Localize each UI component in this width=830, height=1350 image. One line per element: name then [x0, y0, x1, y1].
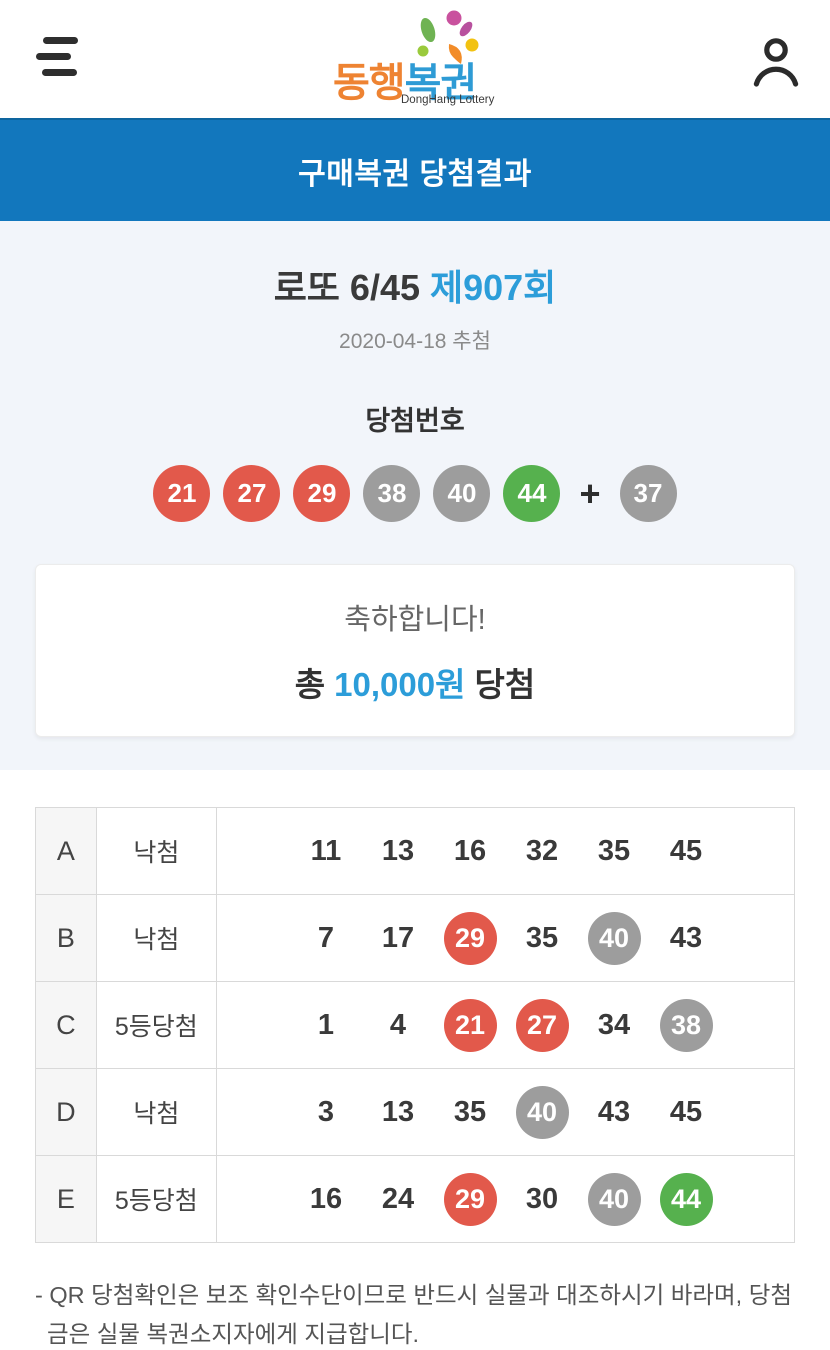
user-profile-icon[interactable]	[750, 34, 802, 88]
congrats-message: 축하합니다!	[344, 603, 486, 636]
winning-numbers-label: 당첨번호	[365, 406, 465, 436]
ticket-number: 11	[310, 834, 342, 867]
qr-disclaimer-note: - QR 당첨확인은 보조 확인수단이므로 반드시 실물과 대조하시기 바라며,…	[35, 1282, 792, 1347]
ticket-number: 45	[669, 1095, 703, 1128]
ticket-number: 13	[381, 834, 415, 867]
bonus-ball: 37	[619, 465, 677, 522]
lotto-ball: 27	[223, 465, 281, 522]
ticket-row: D 낙첨 3 13 35 40 43 45	[35, 1068, 795, 1156]
ticket-row: A 낙첨 11 13 16 32 35 45	[35, 807, 795, 895]
prize-suffix: 당첨	[474, 665, 536, 703]
ticket-number: 13	[381, 1095, 415, 1128]
logo-text: 동행복권	[333, 61, 477, 105]
ticket-number: 35	[453, 1095, 487, 1128]
hamburger-menu-icon[interactable]	[36, 37, 78, 79]
page-title-banner: 구매복권 당첨결과	[0, 118, 830, 221]
game-name: 로또 6/45	[273, 267, 420, 308]
draw-date: 2020-04-18 추첨	[339, 330, 491, 353]
logo-mark-icon	[417, 10, 479, 64]
ticket-label: E	[35, 1155, 97, 1243]
ticket-number: 35	[597, 834, 631, 867]
ticket-number: 4	[389, 1008, 407, 1041]
prize-summary-card: 축하합니다! 총 10,000원 당첨	[35, 564, 795, 737]
ticket-number: 43	[669, 921, 703, 954]
ticket-number: 38	[659, 998, 713, 1052]
ticket-number: 32	[525, 834, 559, 867]
draw-round: 제907회	[430, 267, 557, 308]
ticket-number: 34	[597, 1008, 631, 1041]
app-header: 동행복권 DongHang Lottery	[0, 0, 830, 118]
ticket-number: 44	[659, 1172, 713, 1226]
draw-result-section: 로또 6/45 제907회 2020-04-18 추첨 당첨번호 21 27 29 38…	[0, 221, 830, 770]
draw-title: 로또 6/45 제907회	[0, 259, 830, 311]
lotto-ball: 38	[363, 465, 421, 522]
ticket-number: 21	[443, 998, 497, 1052]
lotto-ball: 40	[433, 465, 491, 522]
ticket-number: 30	[525, 1182, 559, 1215]
ticket-status: 낙첨	[95, 1068, 218, 1156]
ticket-number: 17	[381, 921, 415, 954]
donghang-lottery-logo[interactable]: 동행복권 DongHang Lottery	[325, 6, 505, 110]
ticket-number: 27	[515, 998, 569, 1052]
ticket-status: 낙첨	[95, 894, 218, 982]
ticket-number: 29	[443, 911, 497, 965]
lotto-ball: 44	[503, 465, 561, 522]
ticket-row: B 낙첨 7 17 29 35 40 43	[35, 894, 795, 982]
ticket-row: C 5등당첨 1 4 21 27 34 38	[35, 981, 795, 1069]
lotto-ball: 21	[153, 465, 211, 522]
ticket-number: 43	[597, 1095, 631, 1128]
winning-numbers-row: 21 27 29 38 40 44 +37	[0, 465, 830, 522]
lotto-ball: 29	[293, 465, 351, 522]
ticket-number: 40	[515, 1085, 569, 1139]
ticket-label: A	[35, 807, 97, 895]
ticket-status: 5등당첨	[95, 1155, 218, 1243]
prize-prefix: 총	[294, 665, 326, 703]
ticket-status: 5등당첨	[95, 981, 218, 1069]
ticket-number: 45	[669, 834, 703, 867]
ticket-number: 40	[587, 1172, 641, 1226]
ticket-number: 3	[317, 1095, 335, 1128]
logo-subtitle: DongHang Lottery	[401, 94, 495, 106]
ticket-number: 7	[317, 921, 335, 954]
ticket-label: C	[35, 981, 97, 1069]
plus-sign: +	[579, 472, 601, 514]
ticket-number: 16	[309, 1182, 343, 1215]
ticket-number: 1	[317, 1008, 335, 1041]
ticket-number: 24	[381, 1182, 415, 1215]
ticket-status: 낙첨	[95, 807, 218, 895]
tickets-table-wrap: A 낙첨 11 13 16 32 35 45 B 낙첨 7 17 29 35 40 43 C 5등당첨 1 4 21 27…	[0, 770, 830, 1243]
ticket-row: E 5등당첨 16 24 29 30 40 44	[35, 1155, 795, 1243]
tickets-table: A 낙첨 11 13 16 32 35 45 B 낙첨 7 17 29 35 40 43 C 5등당첨 1 4 21 27…	[35, 807, 795, 1243]
ticket-label: B	[35, 894, 97, 982]
ticket-number: 35	[525, 921, 559, 954]
ticket-number: 29	[443, 1172, 497, 1226]
prize-amount: 10,000원	[334, 665, 466, 703]
ticket-number: 16	[453, 834, 487, 867]
page-title: 구매복권 당첨결과	[298, 157, 532, 191]
ticket-number: 40	[587, 911, 641, 965]
total-prize-line: 총 10,000원 당첨	[295, 658, 535, 706]
ticket-label: D	[35, 1068, 97, 1156]
